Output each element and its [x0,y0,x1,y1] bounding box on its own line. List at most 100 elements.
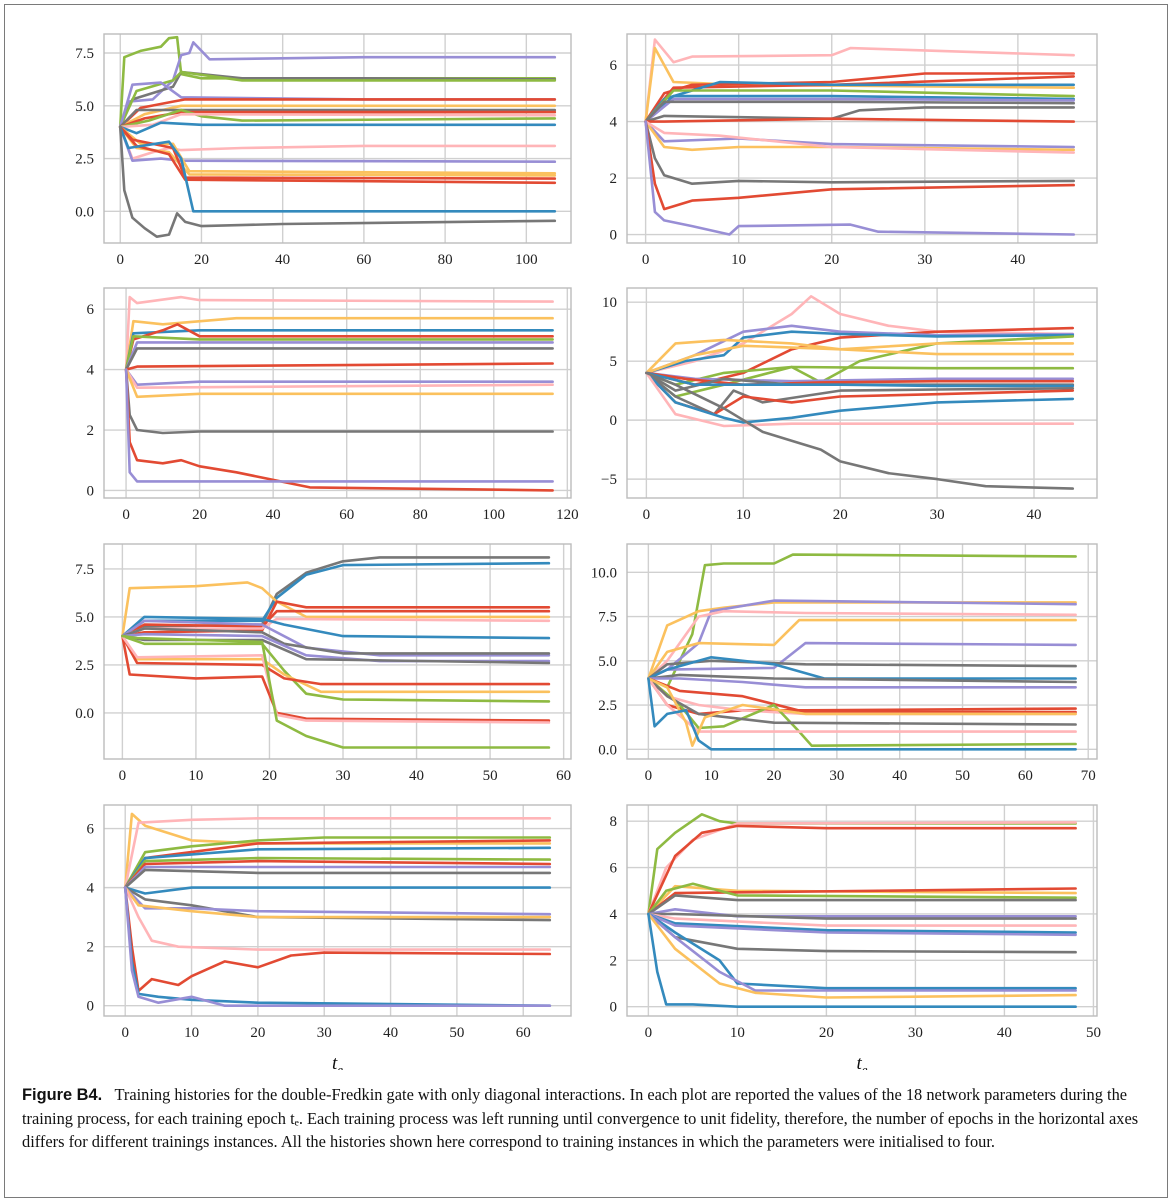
chart-4-xtick-label-1: 10 [736,507,751,523]
chart-7-series-3 [123,836,552,889]
chart-3-frame [103,287,572,499]
chart-7-series [123,812,552,1007]
chart-1-ytick-label-0: 0.0 [75,204,94,220]
chart-7-xtick-label-1: 10 [184,1025,199,1041]
chart-6-xtick-label-7: 70 [1081,768,1096,784]
chart-5-series-8 [121,619,551,657]
chart-2-xtick-label-1: 10 [731,252,746,268]
chart-8-series [647,813,1077,1008]
chart-7-xtick-label-3: 30 [317,1025,332,1041]
chart-1-ytick-label-2: 5.0 [75,99,94,115]
chart-7-series-13 [123,886,552,919]
chart-5-ytick-label-2: 5.0 [75,610,94,626]
chart-7-series-17 [123,886,552,1007]
chart-8-xlabel: te [856,1053,867,1070]
chart-3-xtick-label-3: 60 [339,507,354,523]
chart-1-xtick-label-5: 100 [515,252,538,268]
chart-6-series-15 [647,677,1077,726]
chart-6-series-14 [647,677,1077,747]
chart-2-series-11 [644,117,1075,123]
chart-2-series [644,38,1075,236]
chart-2-series-14 [644,120,1075,154]
chart-5-xtick-label-0: 0 [119,768,127,784]
chart-7-xtick-label-5: 50 [449,1025,464,1041]
chart-8-series-3 [647,824,1077,916]
chart-3-series-7 [124,347,554,371]
chart-2-series-17 [644,120,1075,236]
chart-5-frame [103,543,572,760]
chart-5-series-7 [121,615,551,640]
chart-3-series-1 [124,295,554,371]
chart-7-xtick-label-0: 0 [121,1025,129,1041]
chart-1-series-14 [118,125,557,163]
chart-1-xtick-label-0: 0 [116,252,124,268]
chart-3-series-5 [124,335,554,371]
chart-5: 0 10 20 30 40 50 60 0.0 2.5 5.0 7.5 [75,543,572,784]
chart-2-xtick-label-0: 0 [642,252,650,268]
chart-8-series-14 [647,912,1077,990]
chart-5-series-12 [121,634,551,703]
chart-2-series-10 [644,106,1075,123]
chart-4-ytick-label-3: 10 [602,295,617,311]
chart-5-series-17 [121,634,551,749]
chart-1-ytick-label-1: 2.5 [75,152,94,168]
chart-8-ytick-label-4: 8 [610,814,618,830]
chart-4-xtick-label-3: 30 [930,507,945,523]
chart-2-xtick-label-3: 30 [917,252,932,268]
chart-3-series-11 [124,368,554,399]
chart-4-series-13 [645,371,1075,416]
chart-6-xtick-label-6: 60 [1018,768,1033,784]
chart-6-series [647,553,1077,751]
chart-5-xtick-label-5: 50 [483,768,498,784]
chart-8-ytick-label-3: 6 [610,861,618,877]
chart-2-series-1 [644,38,1075,123]
chart-7-series-1 [123,812,552,889]
chart-5-xtick-label-2: 20 [262,768,277,784]
chart-6-ytick-label-1: 2.5 [598,698,617,714]
chart-2-ytick-label-3: 6 [610,58,618,74]
chart-3-xtick-label-6: 120 [556,507,579,523]
chart-5-xtick-label-4: 40 [409,768,424,784]
chart-7-series-7 [123,859,552,889]
chart-2-series-8 [644,97,1075,123]
chart-1-series-1 [118,35,557,129]
chart-7-series-11 [123,886,552,922]
chart-1-series-8 [118,108,557,129]
chart-7-series-10 [123,886,552,895]
chart-7-ytick-label-2: 4 [87,881,95,897]
chart-3: 0 20 40 60 80 100 120 0 2 4 6 [87,287,579,523]
chart-6-ytick-label-2: 5.0 [598,654,617,670]
chart-5-xtick-label-3: 30 [336,768,351,784]
chart-1-series-18 [118,125,557,185]
chart-6-ytick-label-4: 10.0 [591,565,617,581]
chart-8-xtick-label-5: 50 [1086,1025,1101,1041]
chart-8-series-16 [647,912,1077,999]
chart-8-ytick-label-2: 4 [610,907,618,923]
chart-6-frame [626,543,1098,760]
chart-1-series-2 [118,41,557,129]
figure-caption-label: Figure B4. [22,1086,103,1104]
chart-8-xtick-label-4: 40 [997,1025,1012,1041]
chart-4-series-17 [645,371,1075,490]
chart-3-series-2 [124,316,554,371]
chart-5-series-16 [121,634,551,724]
chart-7: 0 10 20 30 40 50 60 0 2 4 6 te [87,804,572,1070]
chart-1: 0 20 40 60 80 100 0.0 2.5 5.0 7.5 [75,33,572,268]
chart-2-series-16 [644,120,1075,211]
chart-1-series [118,35,557,238]
chart-5-xtick-label-1: 10 [188,768,203,784]
chart-1-xtick-label-4: 80 [438,252,453,268]
chart-1-xtick-label-1: 20 [194,252,209,268]
chart-6-ytick-label-3: 7.5 [598,610,617,626]
chart-8-series-10 [647,912,1077,927]
chart-3-xtick-label-1: 20 [192,507,207,523]
chart-2-xtick-label-2: 20 [824,252,839,268]
chart-3-ytick-label-2: 4 [87,363,95,379]
chart-1-series-4 [118,70,557,129]
chart-1-xtick-label-2: 40 [275,252,290,268]
chart-5-series-5 [121,609,551,638]
chart-6-series-7 [647,659,1077,680]
chart-1-frame [103,33,572,244]
chart-6-xtick-label-5: 50 [955,768,970,784]
chart-3-series-8 [124,362,554,371]
